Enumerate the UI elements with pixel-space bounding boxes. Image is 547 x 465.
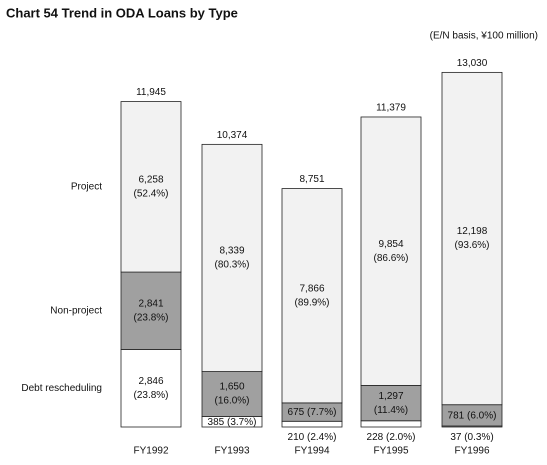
total-label: 10,374 <box>217 130 248 141</box>
segment-label: 781 (6.0%) <box>448 410 497 421</box>
bar-segment <box>120 271 182 350</box>
bar-segment <box>441 71 503 406</box>
chart-subtitle: (E/N basis, ¥100 million) <box>430 31 538 42</box>
bar-segment <box>120 349 182 428</box>
x-tick-label: FY1992 <box>133 446 168 457</box>
share-label: (2.4%) <box>307 432 336 443</box>
value-label: 1,297 <box>378 391 403 402</box>
value-label: 12,198 <box>457 226 488 237</box>
total-label: 8,751 <box>299 174 324 185</box>
share-label: (89.9%) <box>294 297 329 308</box>
x-tick-label: FY1995 <box>373 446 408 457</box>
bar-segment <box>201 143 263 372</box>
share-label: (3.7%) <box>227 416 256 427</box>
x-tick-label: FY1993 <box>214 446 249 457</box>
total-label: 13,030 <box>457 58 488 69</box>
value-label: 37 <box>450 432 462 443</box>
bar-segment <box>360 420 422 428</box>
share-label: (23.8%) <box>133 390 168 401</box>
bar-segment <box>360 385 422 422</box>
value-label: 8,339 <box>219 246 244 257</box>
value-label: 781 <box>448 410 465 421</box>
share-label: (86.6%) <box>373 253 408 264</box>
share-label: (0.3%) <box>464 432 493 443</box>
segment-label: 37 (0.3%) <box>450 432 493 443</box>
value-label: 2,841 <box>138 298 163 309</box>
segment-label: 675 (7.7%) <box>288 407 337 418</box>
value-label: 210 <box>288 432 305 443</box>
total-label: 11,379 <box>376 103 406 114</box>
share-label: (52.4%) <box>133 188 168 199</box>
value-label: 6,258 <box>138 174 163 185</box>
value-label: 2,846 <box>138 376 163 387</box>
value-label: 675 <box>288 407 305 418</box>
value-label: 1,650 <box>219 382 244 393</box>
bar-segment <box>281 420 343 428</box>
share-label: (6.0%) <box>467 410 496 421</box>
segment-label: 210 (2.4%) <box>288 432 337 443</box>
bar-segment <box>201 371 263 417</box>
total-label: 11,945 <box>136 87 166 98</box>
bar-segment <box>120 101 182 273</box>
bar-segment <box>281 188 343 404</box>
share-label: (16.0%) <box>214 396 249 407</box>
share-label: (93.6%) <box>454 240 489 251</box>
segment-label: 228 (2.0%) <box>367 432 416 443</box>
series-label: Project <box>71 181 102 192</box>
value-label: 385 <box>208 416 225 427</box>
share-label: (23.8%) <box>133 312 168 323</box>
series-label: Debt rescheduling <box>21 383 102 394</box>
share-label: (11.4%) <box>374 405 408 416</box>
segment-label: 385 (3.7%) <box>208 416 257 427</box>
bar-segment <box>360 116 422 386</box>
share-label: (7.7%) <box>307 407 336 418</box>
x-tick-label: FY1996 <box>454 446 489 457</box>
share-label: (2.0%) <box>386 432 415 443</box>
value-label: 228 <box>367 432 384 443</box>
value-label: 9,854 <box>378 239 403 250</box>
value-label: 7,866 <box>299 283 324 294</box>
share-label: (80.3%) <box>214 260 249 271</box>
series-label: Non-project <box>50 305 102 316</box>
x-tick-label: FY1994 <box>294 446 329 457</box>
chart-title: Chart 54 Trend in ODA Loans by Type <box>6 5 238 20</box>
